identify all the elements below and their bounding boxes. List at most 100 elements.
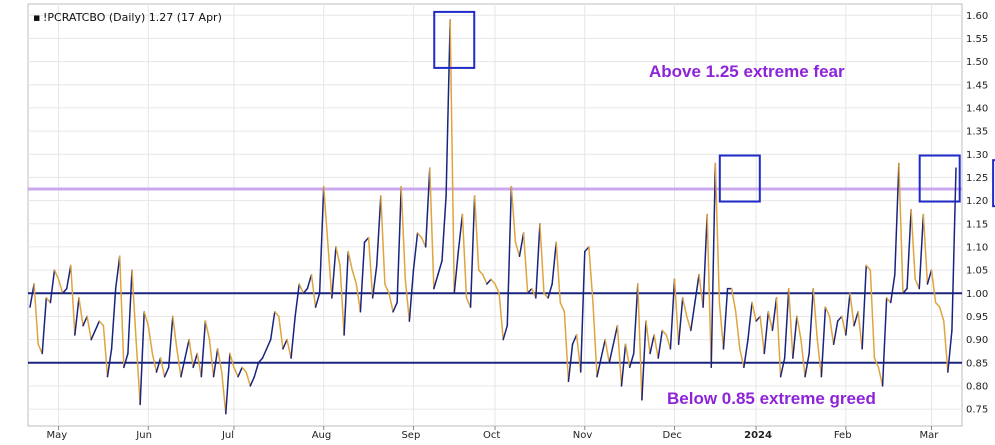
series-segment xyxy=(74,297,80,336)
series-segment xyxy=(118,255,125,369)
series-segment xyxy=(771,297,778,332)
series-segment xyxy=(604,338,611,364)
series-segment xyxy=(106,348,113,378)
y-tick-label: 1.20 xyxy=(966,196,988,207)
series-segment xyxy=(159,357,166,378)
series-segment xyxy=(596,357,602,378)
series-segment xyxy=(282,338,288,350)
series-segment xyxy=(563,311,570,383)
series-segment xyxy=(310,273,317,308)
series-segment xyxy=(233,366,239,378)
series-segment xyxy=(371,264,378,299)
y-tick-label: 1.50 xyxy=(966,57,988,68)
series-segment xyxy=(408,269,415,322)
series-segment xyxy=(167,315,174,369)
series-segment xyxy=(314,292,321,308)
series-segment xyxy=(787,287,794,359)
series-segment xyxy=(90,329,97,341)
series-segment xyxy=(114,255,121,290)
series-segment xyxy=(163,366,170,378)
series-segment xyxy=(628,352,635,369)
series-segment xyxy=(375,195,382,267)
series-segment xyxy=(318,185,325,295)
series-segment xyxy=(873,357,880,369)
series-segment xyxy=(914,278,921,290)
series-segment xyxy=(490,278,496,285)
series-segment xyxy=(665,334,672,350)
series-segment xyxy=(861,264,868,350)
y-tick-label: 1.40 xyxy=(966,103,988,114)
series-segment xyxy=(906,209,912,290)
series-segment xyxy=(424,167,431,248)
series-segment xyxy=(486,278,492,285)
highlight-box xyxy=(433,10,476,69)
series-segment xyxy=(555,241,562,304)
series-segment xyxy=(734,311,741,350)
series-segment xyxy=(694,273,700,304)
series-segment xyxy=(237,366,243,378)
series-segment xyxy=(253,362,260,378)
series-segment xyxy=(449,19,455,295)
series-segment xyxy=(335,246,341,267)
series-segment xyxy=(710,162,717,369)
series-segment xyxy=(94,320,101,332)
series-segment xyxy=(265,338,272,350)
series-segment xyxy=(110,287,117,350)
series-segment xyxy=(404,278,411,322)
series-segment xyxy=(853,311,859,327)
series-segment xyxy=(445,19,451,197)
series-segment xyxy=(37,343,43,355)
series-segment xyxy=(331,246,337,299)
y-tick-label: 0.75 xyxy=(966,405,988,416)
x-tick-label: May xyxy=(47,430,68,441)
series-segment xyxy=(494,283,500,295)
series-segment xyxy=(620,343,627,387)
y-tick-label: 1.25 xyxy=(966,173,988,184)
series-segment xyxy=(392,301,398,313)
series-segment xyxy=(453,250,460,295)
series-segment xyxy=(457,213,464,253)
series-segment xyxy=(535,223,541,299)
series-segment xyxy=(547,283,553,299)
series-segment xyxy=(820,306,827,378)
series-segment xyxy=(690,301,696,332)
series-segment xyxy=(653,334,659,359)
series-segment xyxy=(420,236,427,248)
series-segment xyxy=(208,338,215,378)
series-segment xyxy=(910,209,916,281)
series-segment xyxy=(722,287,729,350)
series-segment xyxy=(702,213,708,308)
series-segment xyxy=(245,371,252,387)
series-segment xyxy=(41,297,48,355)
x-tick-label: Jul xyxy=(221,430,234,441)
series-segment xyxy=(327,241,333,299)
series-segment xyxy=(351,269,358,285)
series-segment xyxy=(380,195,386,285)
series-segment xyxy=(510,185,517,244)
highlight-box xyxy=(718,154,761,203)
annotation-extreme-greed: Below 0.85 extreme greed xyxy=(667,389,876,408)
series-segment xyxy=(657,329,664,359)
series-segment xyxy=(775,297,782,378)
series-segment xyxy=(522,232,529,295)
series-segment xyxy=(437,260,443,276)
series-segment xyxy=(131,269,137,341)
series-segment xyxy=(498,292,504,341)
series-segment xyxy=(739,348,745,369)
series-segment xyxy=(824,306,831,318)
series-segment xyxy=(396,185,402,304)
y-tick-label: 1.60 xyxy=(966,11,988,22)
series-segment xyxy=(127,269,133,355)
series-segment xyxy=(102,324,109,378)
series-segment xyxy=(579,250,586,373)
series-segment xyxy=(869,269,876,359)
series-segment xyxy=(526,287,533,295)
series-segment xyxy=(441,195,447,262)
series-segment xyxy=(686,315,692,332)
series-segment xyxy=(624,343,631,369)
series-segment xyxy=(433,273,439,290)
series-segment xyxy=(930,269,937,304)
series-segment xyxy=(849,292,855,327)
x-tick-label: Jun xyxy=(135,430,152,441)
series-segment xyxy=(184,338,190,359)
